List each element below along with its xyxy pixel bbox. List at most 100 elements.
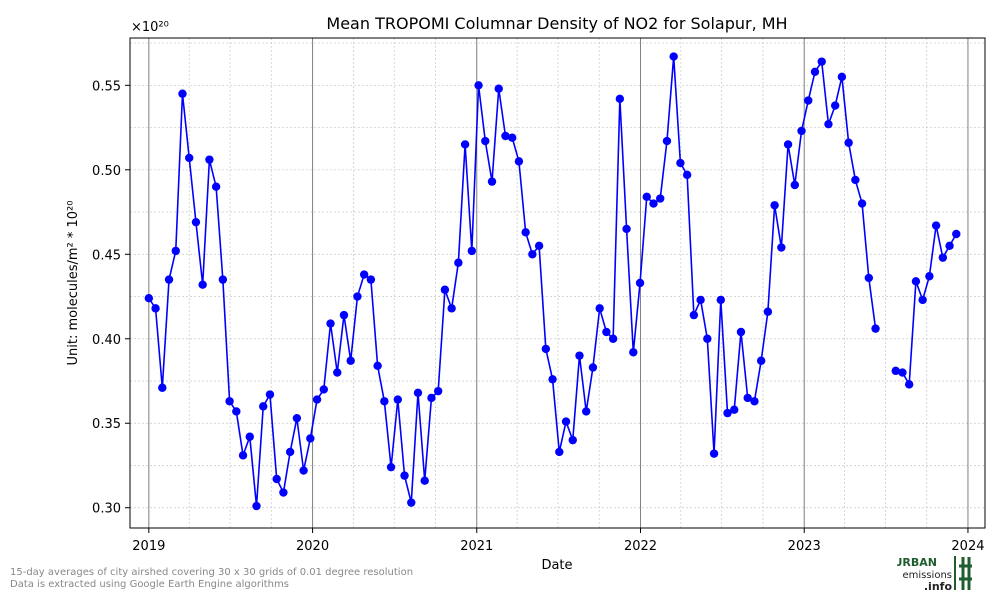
- data-point: [218, 275, 228, 284]
- data-point: [945, 241, 954, 251]
- series-layer: [144, 52, 961, 511]
- data-point: [575, 351, 584, 360]
- data-point: [494, 84, 503, 93]
- data-point: [144, 294, 154, 303]
- data-point: [521, 228, 530, 237]
- urban-emissions-logo-graphic: URBAN emissions .info: [893, 556, 972, 593]
- data-point: [649, 199, 658, 208]
- data-point: [635, 278, 645, 288]
- data-point: [669, 52, 678, 61]
- data-point: [252, 501, 261, 511]
- data-point: [158, 383, 167, 392]
- data-point: [830, 101, 840, 110]
- data-point: [205, 155, 214, 164]
- data-point: [730, 405, 739, 414]
- data-point: [299, 466, 308, 475]
- data-point: [817, 57, 826, 66]
- data-point: [804, 96, 813, 105]
- data-point: [682, 170, 692, 180]
- x-tick-label: 2019: [132, 539, 165, 554]
- data-point: [837, 72, 847, 82]
- svg-text:emissions: emissions: [902, 570, 952, 581]
- data-point: [185, 153, 194, 163]
- data-point: [756, 356, 766, 365]
- plot-frame: [129, 37, 986, 529]
- data-point: [931, 221, 941, 230]
- data-point: [918, 295, 927, 305]
- series-line-segment: [895, 225, 957, 388]
- y-tick-label: 0.45: [92, 248, 121, 263]
- data-point: [629, 348, 638, 357]
- data-point: [393, 395, 403, 404]
- x-axis-label: Date: [541, 558, 572, 573]
- data-point: [245, 432, 254, 441]
- data-point: [709, 449, 719, 458]
- y-tick-label: 0.55: [92, 79, 121, 94]
- data-point: [413, 388, 423, 398]
- data-point: [319, 385, 328, 394]
- data-point: [891, 366, 900, 376]
- data-point: [703, 334, 712, 343]
- data-point: [696, 295, 705, 305]
- data-point: [615, 94, 625, 104]
- data-point: [366, 275, 376, 284]
- x-tick-label: 2020: [296, 539, 329, 554]
- data-point: [588, 363, 598, 372]
- data-point: [582, 407, 591, 416]
- data-point: [952, 229, 961, 239]
- data-point: [898, 368, 907, 377]
- data-point: [568, 435, 577, 445]
- y-tick-label: 0.30: [92, 502, 121, 517]
- data-point: [339, 310, 349, 320]
- data-point: [346, 356, 355, 365]
- data-point: [198, 280, 207, 289]
- data-point: [561, 417, 571, 426]
- svg-text:.info: .info: [924, 580, 953, 592]
- urban-emissions-logo: URBAN emissions .info: [893, 554, 972, 596]
- data-point: [474, 81, 483, 90]
- footer-note-resolution: 15-day averages of city airshed covering…: [10, 567, 414, 578]
- y-axis-multiplier: ×10²⁰: [131, 20, 169, 35]
- data-point: [353, 292, 362, 301]
- data-point: [851, 175, 860, 185]
- data-point: [460, 140, 470, 149]
- x-tick-label: 2024: [951, 539, 984, 554]
- data-point: [481, 136, 490, 146]
- data-point: [871, 324, 880, 333]
- data-point: [433, 386, 443, 396]
- chart-title: Mean TROPOMI Columnar Density of NO2 for…: [326, 14, 787, 33]
- data-point: [555, 447, 564, 457]
- data-point: [689, 310, 699, 320]
- data-point: [191, 217, 201, 227]
- data-point: [857, 199, 867, 208]
- data-point: [333, 368, 342, 377]
- data-point: [292, 413, 302, 423]
- data-point: [326, 319, 335, 328]
- data-point: [151, 304, 160, 313]
- data-point: [407, 498, 416, 507]
- data-point: [622, 224, 631, 234]
- x-tick-label: 2021: [460, 539, 493, 554]
- data-point: [211, 182, 221, 191]
- data-point: [676, 158, 685, 168]
- tick-layer: 2019 2020 2021 2022 2023 2024 0.30 0.35 0.40 0.45…: [92, 79, 984, 554]
- data-point: [925, 272, 934, 281]
- data-point: [763, 307, 773, 316]
- data-point: [400, 471, 409, 480]
- data-point: [716, 295, 725, 305]
- data-point: [171, 246, 180, 256]
- footer-note-source: Data is extracted using Google Earth Eng…: [10, 579, 289, 590]
- data-point: [164, 275, 174, 284]
- data-point: [447, 304, 456, 313]
- data-point: [312, 395, 322, 404]
- data-point: [864, 273, 874, 283]
- data-point: [541, 344, 551, 354]
- data-point: [507, 133, 517, 142]
- data-point: [642, 192, 651, 202]
- data-point: [783, 140, 793, 149]
- svg-text:URBAN: URBAN: [897, 556, 937, 569]
- x-tick-label: 2023: [788, 539, 821, 554]
- data-point: [750, 397, 759, 406]
- data-point: [279, 488, 288, 497]
- series-line-segment: [148, 56, 877, 507]
